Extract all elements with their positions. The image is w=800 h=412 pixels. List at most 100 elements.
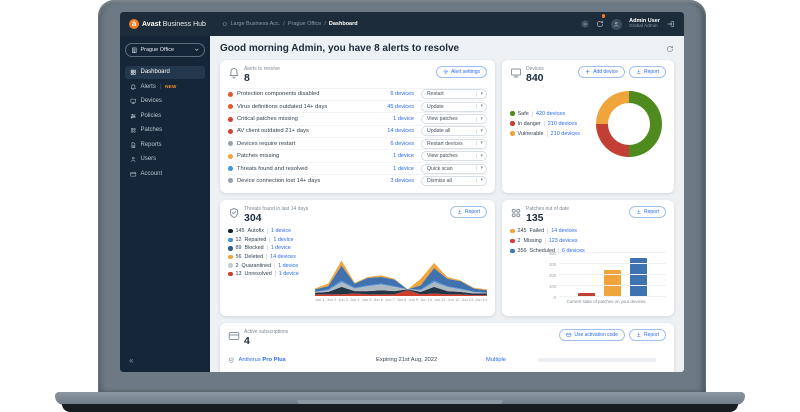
- divider: [266, 253, 268, 260]
- legend-item: 356 Scheduled 6 devices: [510, 248, 585, 255]
- alert-settings-button[interactable]: Alert settings: [436, 66, 487, 78]
- legend-value-link[interactable]: 14 devices: [551, 228, 577, 235]
- sidebar-item-label: Alerts: [140, 83, 156, 90]
- use-activation-code-button[interactable]: Use activation code: [559, 328, 625, 341]
- report-button[interactable]: Report: [628, 66, 666, 78]
- breadcrumb-site[interactable]: Prague Office: [287, 21, 322, 27]
- report-label: Report: [643, 331, 659, 338]
- user-info[interactable]: Admin User Global Admin: [629, 18, 660, 30]
- sidebar-item-label: Dashboard: [140, 69, 170, 76]
- new-badge: NEW: [165, 84, 177, 90]
- legend-value-link[interactable]: 1 device: [278, 271, 299, 278]
- sidebar-item-dashboard[interactable]: Dashboard: [125, 65, 205, 79]
- legend-value-link[interactable]: 420 devices: [535, 110, 566, 117]
- site-selector[interactable]: Prague Office: [125, 43, 205, 57]
- action-dropdown[interactable]: View patches ▾: [421, 114, 487, 125]
- legend-count: 13: [235, 271, 242, 278]
- legend-value-link[interactable]: 1 device: [270, 228, 292, 235]
- patches-count: 135: [526, 211, 544, 224]
- action-dropdown[interactable]: Update ▾: [421, 101, 487, 112]
- sidebar-collapse-button[interactable]: «: [129, 356, 134, 365]
- legend-label: Scheduled: [529, 248, 555, 255]
- sidebar-item-alerts[interactable]: Alerts | NEW: [125, 80, 205, 94]
- action-dropdown[interactable]: View patches ▾: [421, 151, 487, 162]
- legend-value-link[interactable]: 210 devices: [550, 130, 580, 137]
- download-icon: [636, 69, 642, 75]
- action-dropdown[interactable]: Update all ▾: [421, 126, 487, 137]
- device-count-link[interactable]: 1 device: [393, 165, 414, 172]
- chevron-down-icon: ▾: [476, 116, 483, 122]
- breadcrumb-account[interactable]: Large Business Acc.: [230, 21, 281, 27]
- bar-chart-plot: [559, 252, 666, 298]
- device-count-link[interactable]: 1 device: [393, 116, 414, 123]
- add-device-button[interactable]: Add device: [578, 66, 625, 78]
- chevron-down-icon: ▾: [476, 91, 483, 97]
- home-icon: [222, 21, 228, 27]
- alert-label: Protection components disabled: [237, 91, 320, 98]
- refresh-icon[interactable]: [666, 45, 674, 53]
- legend-value-link[interactable]: 1 device: [273, 236, 294, 243]
- card-icon: [228, 330, 240, 342]
- report-button[interactable]: Report: [628, 205, 666, 218]
- action-label: View patches: [427, 116, 458, 123]
- alert-label: Devices require restart: [237, 140, 296, 147]
- alert-label: AV client outdated 21+ days: [237, 128, 309, 135]
- legend-count: 245: [517, 228, 527, 235]
- laptop-base: [55, 392, 745, 405]
- severity-icon: [228, 128, 233, 134]
- severity-icon: [228, 166, 233, 172]
- sidebar-item-policies[interactable]: Policies: [125, 109, 205, 123]
- sidebar-item-account[interactable]: Account: [125, 167, 205, 181]
- device-count-link[interactable]: 14 devices: [387, 128, 414, 135]
- chevron-down-icon: ▾: [476, 128, 483, 134]
- legend-item: 89 Blocked 1 device: [228, 245, 299, 252]
- device-count-link[interactable]: 1 device: [393, 153, 414, 160]
- document-icon: [130, 142, 137, 149]
- action-dropdown[interactable]: Restart devices ▾: [421, 138, 487, 149]
- device-count-link[interactable]: 6 devices: [390, 140, 414, 147]
- action-label: Update all: [427, 128, 451, 135]
- sidebar-item-patches[interactable]: Patches: [125, 124, 205, 138]
- building-icon: [131, 47, 138, 54]
- gear-icon[interactable]: [581, 20, 589, 28]
- alert-row: Critical patches missing 1 device View pat…: [228, 112, 487, 125]
- avatar[interactable]: [611, 18, 623, 30]
- divider: [266, 245, 268, 252]
- legend-value-link[interactable]: 6 devices: [561, 248, 585, 255]
- device-count-link[interactable]: 6 devices: [390, 91, 414, 98]
- legend-item: Safe 420 devices: [510, 110, 580, 117]
- sidebar-item-reports[interactable]: Reports: [125, 138, 205, 152]
- legend-value-link[interactable]: 123 devices: [548, 238, 578, 245]
- patches-icon: [130, 127, 137, 134]
- bell-icon: [228, 67, 240, 79]
- report-button[interactable]: Report: [449, 205, 487, 218]
- alert-rows: Protection components disabled 6 devices R…: [228, 87, 487, 187]
- legend-value-link[interactable]: 1 device: [278, 262, 299, 269]
- action-dropdown[interactable]: Restart ▾: [421, 89, 487, 100]
- legend-value-link[interactable]: 14 devices: [270, 253, 296, 260]
- report-button[interactable]: Report: [628, 328, 666, 341]
- laptop-bezel: a Avast Business Hub Large Business Acc.…: [98, 0, 706, 393]
- subscription-name-link[interactable]: Antivirus Pro Plus: [228, 357, 376, 364]
- sync-icon[interactable]: [596, 14, 606, 33]
- device-count-link[interactable]: 3 devices: [390, 177, 414, 184]
- severity-icon: [228, 116, 233, 122]
- action-dropdown[interactable]: Quick scan ▾: [421, 163, 487, 174]
- page-title: Good morning Admin, you have 8 alerts to…: [220, 43, 460, 54]
- user-name: Admin User: [629, 18, 660, 25]
- avast-logo: a Avast Business Hub: [129, 19, 206, 29]
- legend-value-link[interactable]: 210 devices: [547, 120, 578, 127]
- legend-value-link[interactable]: 1 device: [270, 245, 291, 252]
- sidebar-item-devices[interactable]: Devices: [125, 95, 205, 109]
- patches-icon: [510, 207, 522, 219]
- legend-label: Safe: [517, 110, 529, 117]
- legend-label: Failed: [529, 228, 545, 235]
- multiple-link[interactable]: Multiple: [486, 357, 506, 364]
- device-count-link[interactable]: 45 devices: [387, 103, 414, 110]
- sidebar-item-users[interactable]: Users: [125, 153, 205, 167]
- legend-item: Vulnerable 210 devices: [510, 130, 580, 137]
- severity-icon: [228, 141, 233, 147]
- logout-icon[interactable]: [667, 20, 675, 28]
- divider: [557, 248, 559, 255]
- action-dropdown[interactable]: Dismiss all ▾: [421, 175, 487, 186]
